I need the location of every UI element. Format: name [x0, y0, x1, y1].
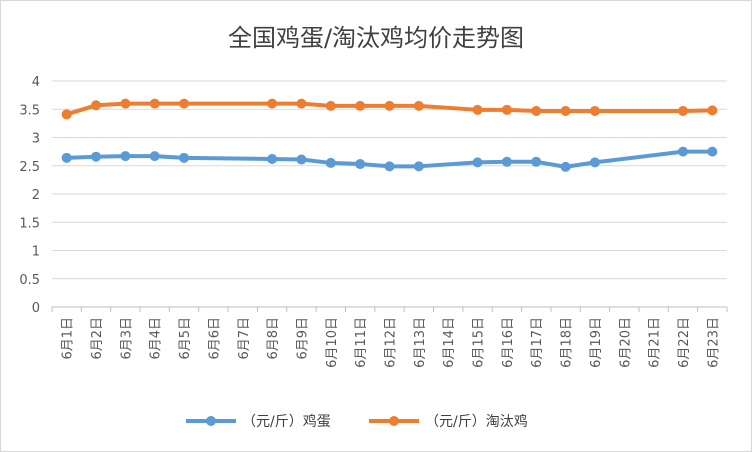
data-point	[355, 159, 366, 170]
data-point	[325, 100, 336, 111]
grid-layer	[52, 80, 727, 308]
data-point	[267, 153, 278, 164]
x-tick-label: 6月5日	[178, 317, 193, 360]
x-tick-label: 6月18日	[560, 317, 575, 368]
data-point	[501, 104, 512, 115]
x-tick-label: 6月10日	[325, 317, 340, 368]
x-tick-label: 6月7日	[237, 317, 252, 360]
data-point	[560, 105, 571, 116]
y-tick-label: 3.5	[19, 103, 40, 118]
data-point	[384, 161, 395, 172]
legend-label: （元/斤）淘汰鸡	[425, 413, 528, 430]
x-tick-label: 6月21日	[648, 317, 663, 368]
data-point	[531, 156, 542, 167]
data-point	[325, 157, 336, 168]
data-point	[267, 98, 278, 109]
x-tick-label: 6月20日	[618, 317, 633, 368]
data-point	[413, 100, 424, 111]
data-point	[501, 156, 512, 167]
x-tick-label: 6月12日	[384, 317, 399, 368]
x-tick-label: 6月19日	[589, 317, 604, 368]
data-point	[677, 105, 688, 116]
x-tick-label: 6月17日	[530, 317, 545, 368]
y-tick-label: 1	[32, 245, 40, 260]
legend-label: （元/斤）鸡蛋	[242, 413, 331, 430]
y-tick-label: 3	[32, 132, 40, 147]
data-point	[589, 157, 600, 168]
data-point	[677, 146, 688, 157]
data-point	[707, 105, 718, 116]
series-layer	[61, 98, 718, 172]
y-tick-label: 2.5	[19, 160, 40, 175]
data-point	[472, 104, 483, 115]
data-point	[61, 109, 72, 120]
y-tick-label: 4	[32, 75, 40, 90]
data-point	[296, 98, 307, 109]
x-tick-label: 6月22日	[677, 317, 692, 368]
x-tick-label: 6月11日	[354, 317, 369, 368]
data-point	[91, 100, 102, 111]
data-point	[149, 151, 160, 162]
data-point	[120, 98, 131, 109]
x-tick-label: 6月13日	[413, 317, 428, 368]
x-tick-label: 6月2日	[90, 317, 105, 360]
data-point	[91, 151, 102, 162]
y-tick-label: 2	[32, 188, 40, 203]
x-tick-label: 6月15日	[472, 317, 487, 368]
data-point	[61, 152, 72, 163]
x-tick-label: 6月3日	[119, 317, 134, 360]
data-point	[179, 98, 190, 109]
legend-swatch-marker	[389, 416, 399, 426]
x-tick-label: 6月4日	[149, 317, 164, 360]
data-point	[120, 151, 131, 162]
data-point	[149, 98, 160, 109]
x-tick-label: 6月16日	[501, 317, 516, 368]
data-point	[531, 105, 542, 116]
x-tick-label: 6月1日	[61, 317, 76, 360]
y-tick-label: 1.5	[19, 216, 40, 231]
data-point	[560, 161, 571, 172]
x-tick-label: 6月9日	[295, 317, 310, 360]
chart-title: 全国鸡蛋/淘汰鸡均价走势图	[228, 24, 524, 52]
y-tick-label: 0	[32, 301, 40, 316]
x-tick-label: 6月6日	[207, 317, 222, 360]
data-point	[589, 105, 600, 116]
data-point	[472, 157, 483, 168]
data-point	[384, 100, 395, 111]
data-point	[296, 154, 307, 165]
axis-layer: 0 0.5 1 1.5 2 2.5 3 3.5 4 6月1日 6月2日 6月3日 6月4日 6月5日 6月6…	[19, 75, 728, 368]
x-tick-label: 6月8日	[266, 317, 281, 360]
legend-swatch-marker	[206, 416, 216, 426]
x-tick-label: 6月14日	[442, 317, 457, 368]
data-point	[413, 161, 424, 172]
data-point	[355, 100, 366, 111]
x-tick-label: 6月23日	[706, 317, 721, 368]
y-tick-label: 0.5	[19, 273, 40, 288]
data-point	[179, 152, 190, 163]
data-point	[707, 146, 718, 157]
legend: （元/斤）鸡蛋 （元/斤）淘汰鸡	[186, 413, 528, 430]
